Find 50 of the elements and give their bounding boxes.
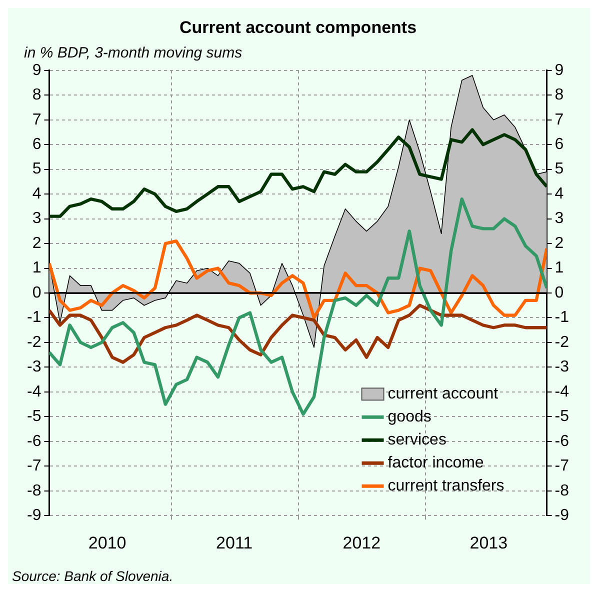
y-tick-label: 1 <box>32 260 42 277</box>
legend-label: current account <box>388 386 499 403</box>
y-tick-label: -2 <box>26 334 42 351</box>
y2-tick-label: 8 <box>554 86 564 104</box>
y-tick-label: -5 <box>26 408 42 426</box>
y2-tick-label: 9 <box>554 62 564 79</box>
y-tick-label: -3 <box>26 358 42 376</box>
y2-tick-label: 7 <box>554 111 564 128</box>
y2-tick-label: 2 <box>554 234 564 252</box>
y-tick-label: 8 <box>32 86 42 104</box>
y2-tick-label: -2 <box>554 334 570 351</box>
y-tick-label: -8 <box>26 482 42 500</box>
y-tick-label: 4 <box>32 185 42 202</box>
y2-tick-label: 4 <box>554 185 564 202</box>
y2-tick-label: 0 <box>554 284 564 302</box>
y-tick-label: 6 <box>32 136 42 154</box>
y-tick-label: 5 <box>32 160 42 178</box>
y-tick-label: 9 <box>32 62 42 79</box>
x-tick-label: 2012 <box>342 533 381 552</box>
source-note: Source: Bank of Slovenia. <box>11 568 174 584</box>
chart-subtitle: in % BDP, 3-month moving sums <box>24 44 243 62</box>
y2-tick-label: 3 <box>554 210 564 228</box>
y-tick-label: -4 <box>26 383 42 400</box>
y2-tick-label: -1 <box>554 309 570 326</box>
x-tick-label: 2011 <box>216 533 253 552</box>
y-tick-label: 0 <box>32 284 42 302</box>
y-tick-label: -9 <box>26 507 42 524</box>
x-tick-label: 2010 <box>88 533 126 552</box>
y2-tick-label: 6 <box>554 136 564 154</box>
y2-tick-label: -3 <box>554 358 570 376</box>
chart-title: Current account components <box>179 18 417 37</box>
y2-tick-label: -9 <box>554 507 570 524</box>
y2-tick-label: 1 <box>554 260 564 277</box>
y2-tick-label: -7 <box>554 458 570 475</box>
legend-label: factor income <box>388 454 484 472</box>
y-tick-label: 2 <box>32 234 42 252</box>
y2-tick-label: -8 <box>554 482 570 500</box>
y-tick-label: -1 <box>26 309 42 326</box>
y2-tick-label: -5 <box>554 408 570 426</box>
legend-label: services <box>388 432 446 449</box>
y2-tick-label: -4 <box>554 383 570 400</box>
y-tick-label: -7 <box>26 458 42 475</box>
y-tick-label: 7 <box>32 111 42 128</box>
y-tick-label: 3 <box>32 210 42 228</box>
y2-tick-label: 5 <box>554 160 564 178</box>
y-tick-label: -6 <box>26 432 42 450</box>
y2-tick-label: -6 <box>554 432 570 450</box>
legend-label: current transfers <box>388 478 504 495</box>
x-tick-label: 2013 <box>470 533 508 552</box>
legend-label: goods <box>388 408 432 426</box>
